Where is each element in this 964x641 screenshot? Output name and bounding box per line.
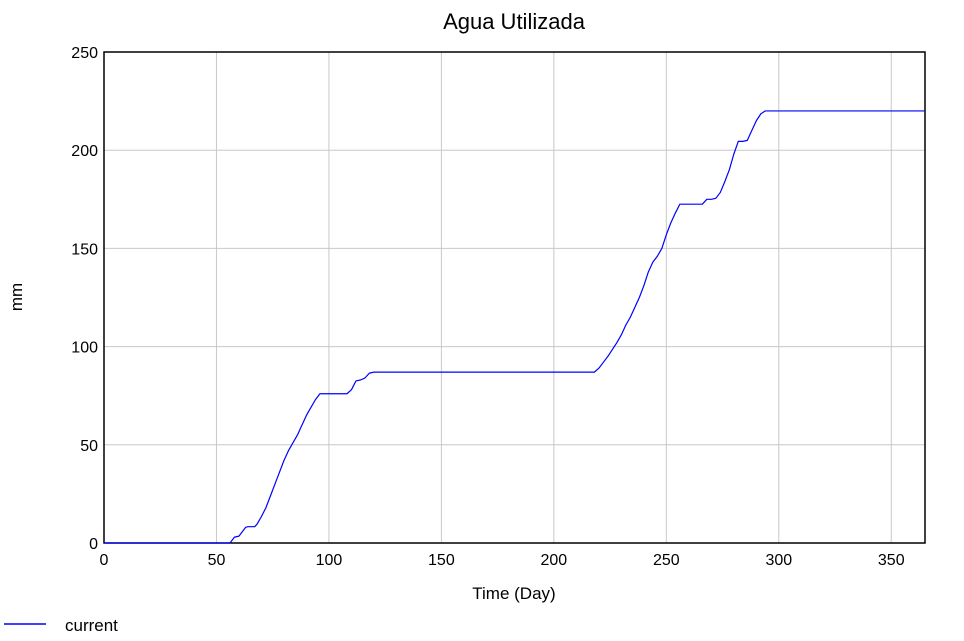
series-line-current: [104, 110, 925, 544]
series-layer: [104, 110, 925, 544]
y-axis-title: mm: [7, 283, 26, 311]
plot-area: [103, 51, 926, 544]
x-tick-label: 300: [765, 552, 792, 569]
x-tick-label: 50: [208, 552, 226, 569]
grid-lines: [103, 51, 925, 544]
axis-ticks: 0 50 100 150 200 250 300 350 0 50 100 150 200 250: [71, 45, 904, 569]
chart-title: Agua Utilizada: [443, 9, 586, 34]
x-tick-label: 150: [428, 552, 455, 569]
y-tick-label: 0: [89, 536, 98, 553]
x-tick-label: 100: [316, 552, 343, 569]
y-tick-label: 100: [71, 340, 98, 357]
x-tick-label: 350: [878, 552, 905, 569]
y-tick-label: 150: [71, 241, 98, 258]
x-tick-label: 250: [653, 552, 680, 569]
legend-label-current: current: [65, 616, 118, 635]
x-tick-label: 200: [541, 552, 568, 569]
legend: current: [4, 616, 118, 635]
y-tick-label: 250: [71, 45, 98, 62]
x-axis-title: Time (Day): [472, 584, 555, 603]
y-tick-label: 200: [71, 143, 98, 160]
y-tick-label: 50: [80, 438, 98, 455]
x-tick-label: 0: [100, 552, 109, 569]
